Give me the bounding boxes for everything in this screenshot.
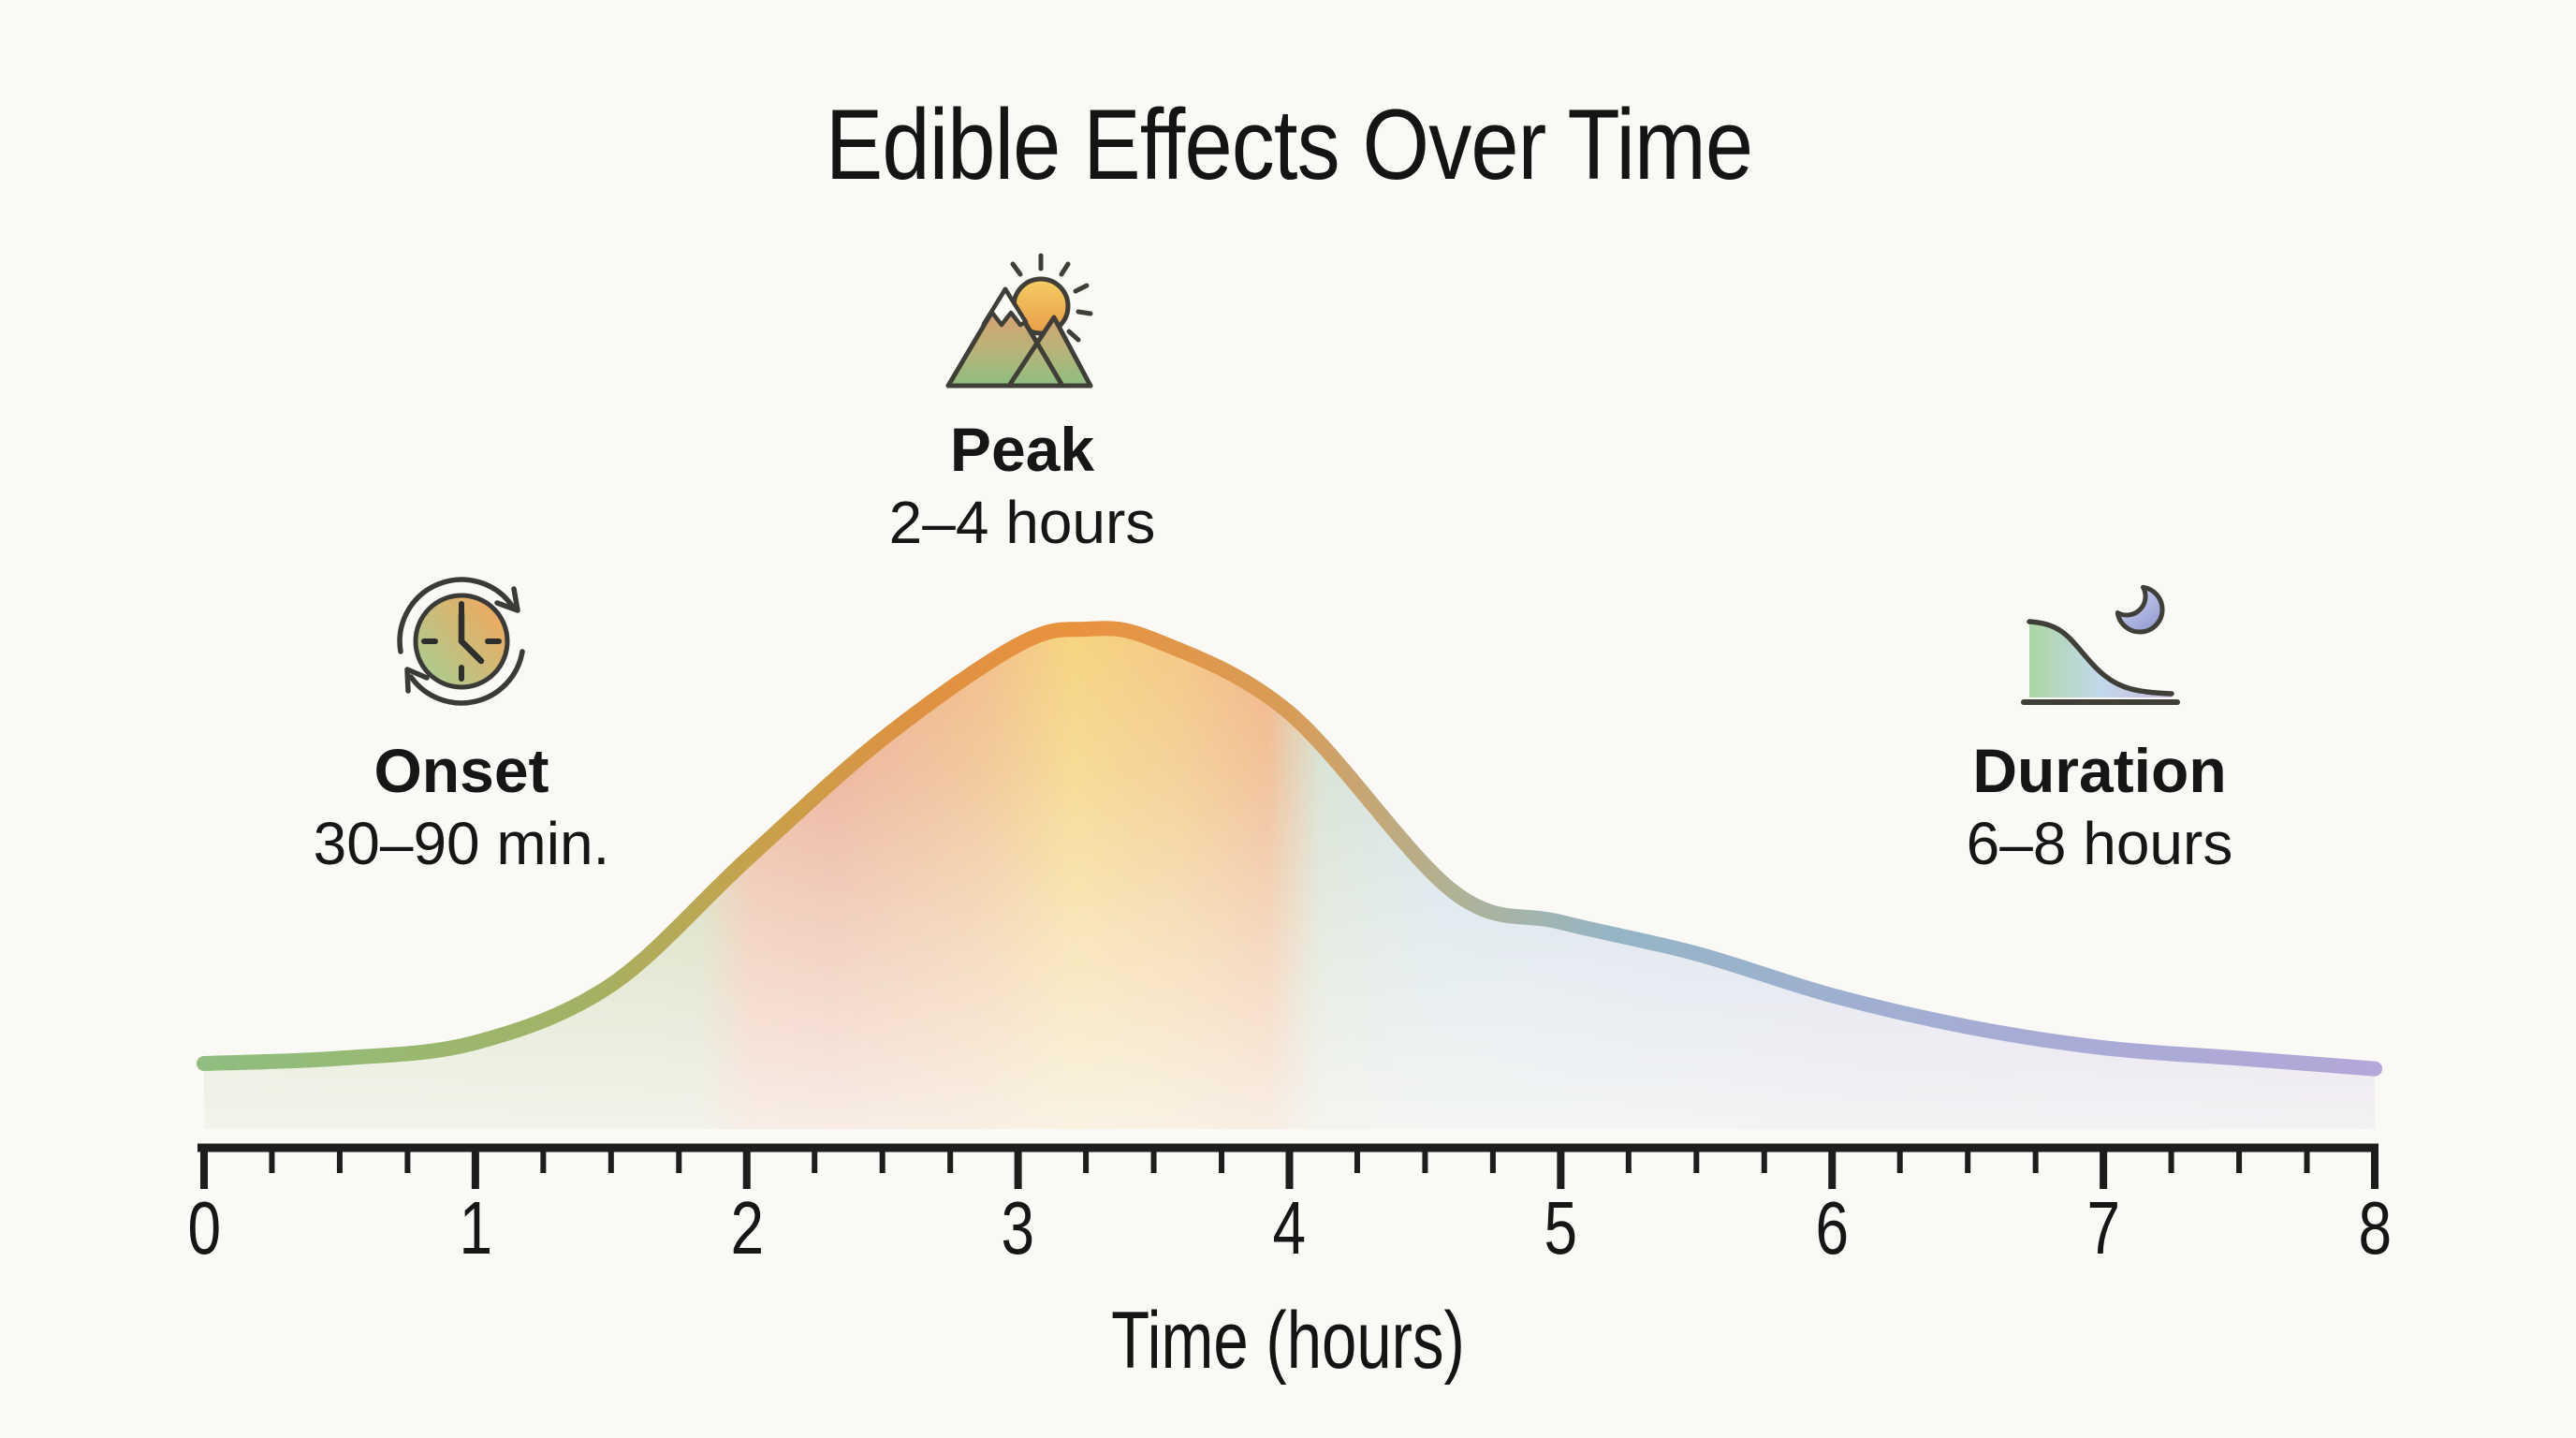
duration-label: Duration: [1972, 736, 2227, 805]
annotation-duration: Duration 6–8 hours: [1967, 734, 2233, 880]
curve-area-fade: [204, 628, 2375, 1129]
axis-tick-label: 3: [1001, 1186, 1035, 1269]
axis-tick-label: 2: [729, 1186, 764, 1269]
duration-value: 6–8 hours: [1966, 810, 2233, 878]
onset-value: 30–90 min.: [313, 810, 610, 878]
clock-hands: [458, 610, 485, 665]
x-axis-title-text: Time (hours): [1111, 1296, 1465, 1386]
time-axis: [198, 1143, 2378, 1189]
mountain-slope-line: [1023, 321, 1065, 389]
cycle-arrow-bottom: [408, 649, 525, 706]
cycle-arrowhead-bottom: [404, 667, 430, 694]
page-title-text: Edible Effects Over Time: [825, 88, 1753, 200]
peak-label: Peak: [949, 415, 1095, 484]
sun-rays: [1010, 253, 1093, 343]
moon-decline-icon: [2021, 584, 2180, 705]
annotation-peak: Peak 2–4 hours: [889, 413, 1156, 559]
peak-value: 2–4 hours: [888, 489, 1156, 557]
cycle-clock-icon: [397, 577, 525, 706]
axis-tick-label: 0: [187, 1186, 221, 1269]
cycle-arrowhead-top: [494, 586, 520, 613]
mountain-sun-icon: [945, 253, 1093, 389]
axis-tick-label: 8: [2358, 1186, 2392, 1269]
moon-icon: [2115, 584, 2165, 635]
axis-tick-label: 6: [1815, 1186, 1850, 1269]
intensity-curve: [197, 621, 2382, 1129]
axis-tick-label: 1: [459, 1186, 492, 1269]
curve-line: [197, 621, 2382, 1077]
onset-label: Onset: [373, 736, 549, 805]
decline-area: [2029, 622, 2172, 697]
decline-curve-line: [2027, 619, 2174, 697]
cycle-arrow-top: [397, 577, 515, 654]
page-title: Edible Effects Over Time: [750, 84, 1828, 204]
annotation-onset: Onset 30–90 min.: [314, 734, 610, 880]
axis-tick-label: 7: [2086, 1186, 2120, 1269]
x-axis-title: Time (hours): [1061, 1293, 1515, 1389]
axis-tick-label: 4: [1272, 1186, 1307, 1269]
axis-tick-label: 5: [1544, 1186, 1578, 1269]
